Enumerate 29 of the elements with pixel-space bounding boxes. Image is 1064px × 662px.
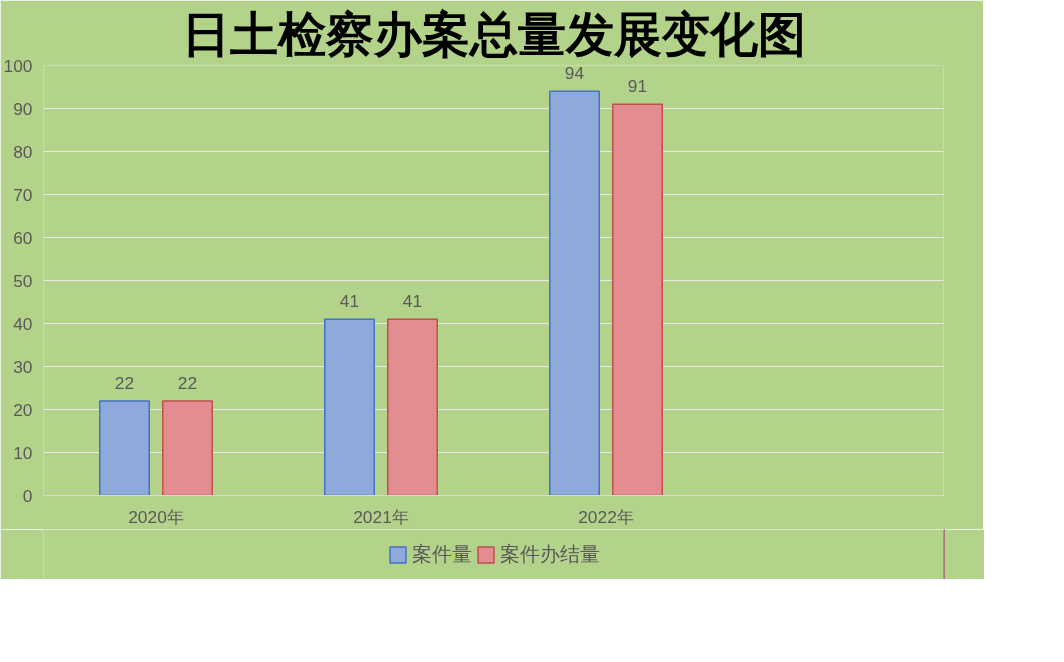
- y-tick-label: 50: [13, 270, 33, 291]
- y-tick-label: 60: [13, 227, 33, 248]
- y-tick-label: 20: [13, 399, 33, 420]
- legend-label: 案件量: [412, 541, 472, 567]
- chart-title: 日土检察办案总量发展变化图: [181, 7, 806, 61]
- y-tick-label: 90: [13, 98, 33, 119]
- bar: [99, 400, 150, 496]
- data-label: 94: [564, 63, 585, 84]
- x-tick-label: 2021年: [353, 506, 409, 527]
- data-label: 41: [339, 291, 360, 312]
- y-tick-label: 70: [13, 184, 33, 205]
- legend-label: 案件办结量: [500, 541, 600, 567]
- bar: [549, 90, 600, 496]
- bar: [387, 318, 438, 496]
- y-tick-label: 80: [13, 141, 33, 162]
- y-tick-label: 100: [3, 55, 33, 76]
- x-tick-label: 2020年: [128, 506, 184, 527]
- bar: [162, 400, 213, 496]
- x-tick-label: 2022年: [578, 506, 634, 527]
- data-label: 22: [114, 372, 135, 393]
- y-tick-label: 30: [13, 356, 33, 377]
- y-tick-label: 0: [22, 485, 33, 506]
- y-tick-label: 10: [13, 442, 33, 463]
- data-label: 22: [177, 372, 198, 393]
- y-tick-label: 40: [13, 313, 33, 334]
- data-label: 91: [627, 76, 648, 97]
- bar: [612, 103, 663, 496]
- bar: [324, 318, 375, 496]
- data-label: 41: [402, 291, 423, 312]
